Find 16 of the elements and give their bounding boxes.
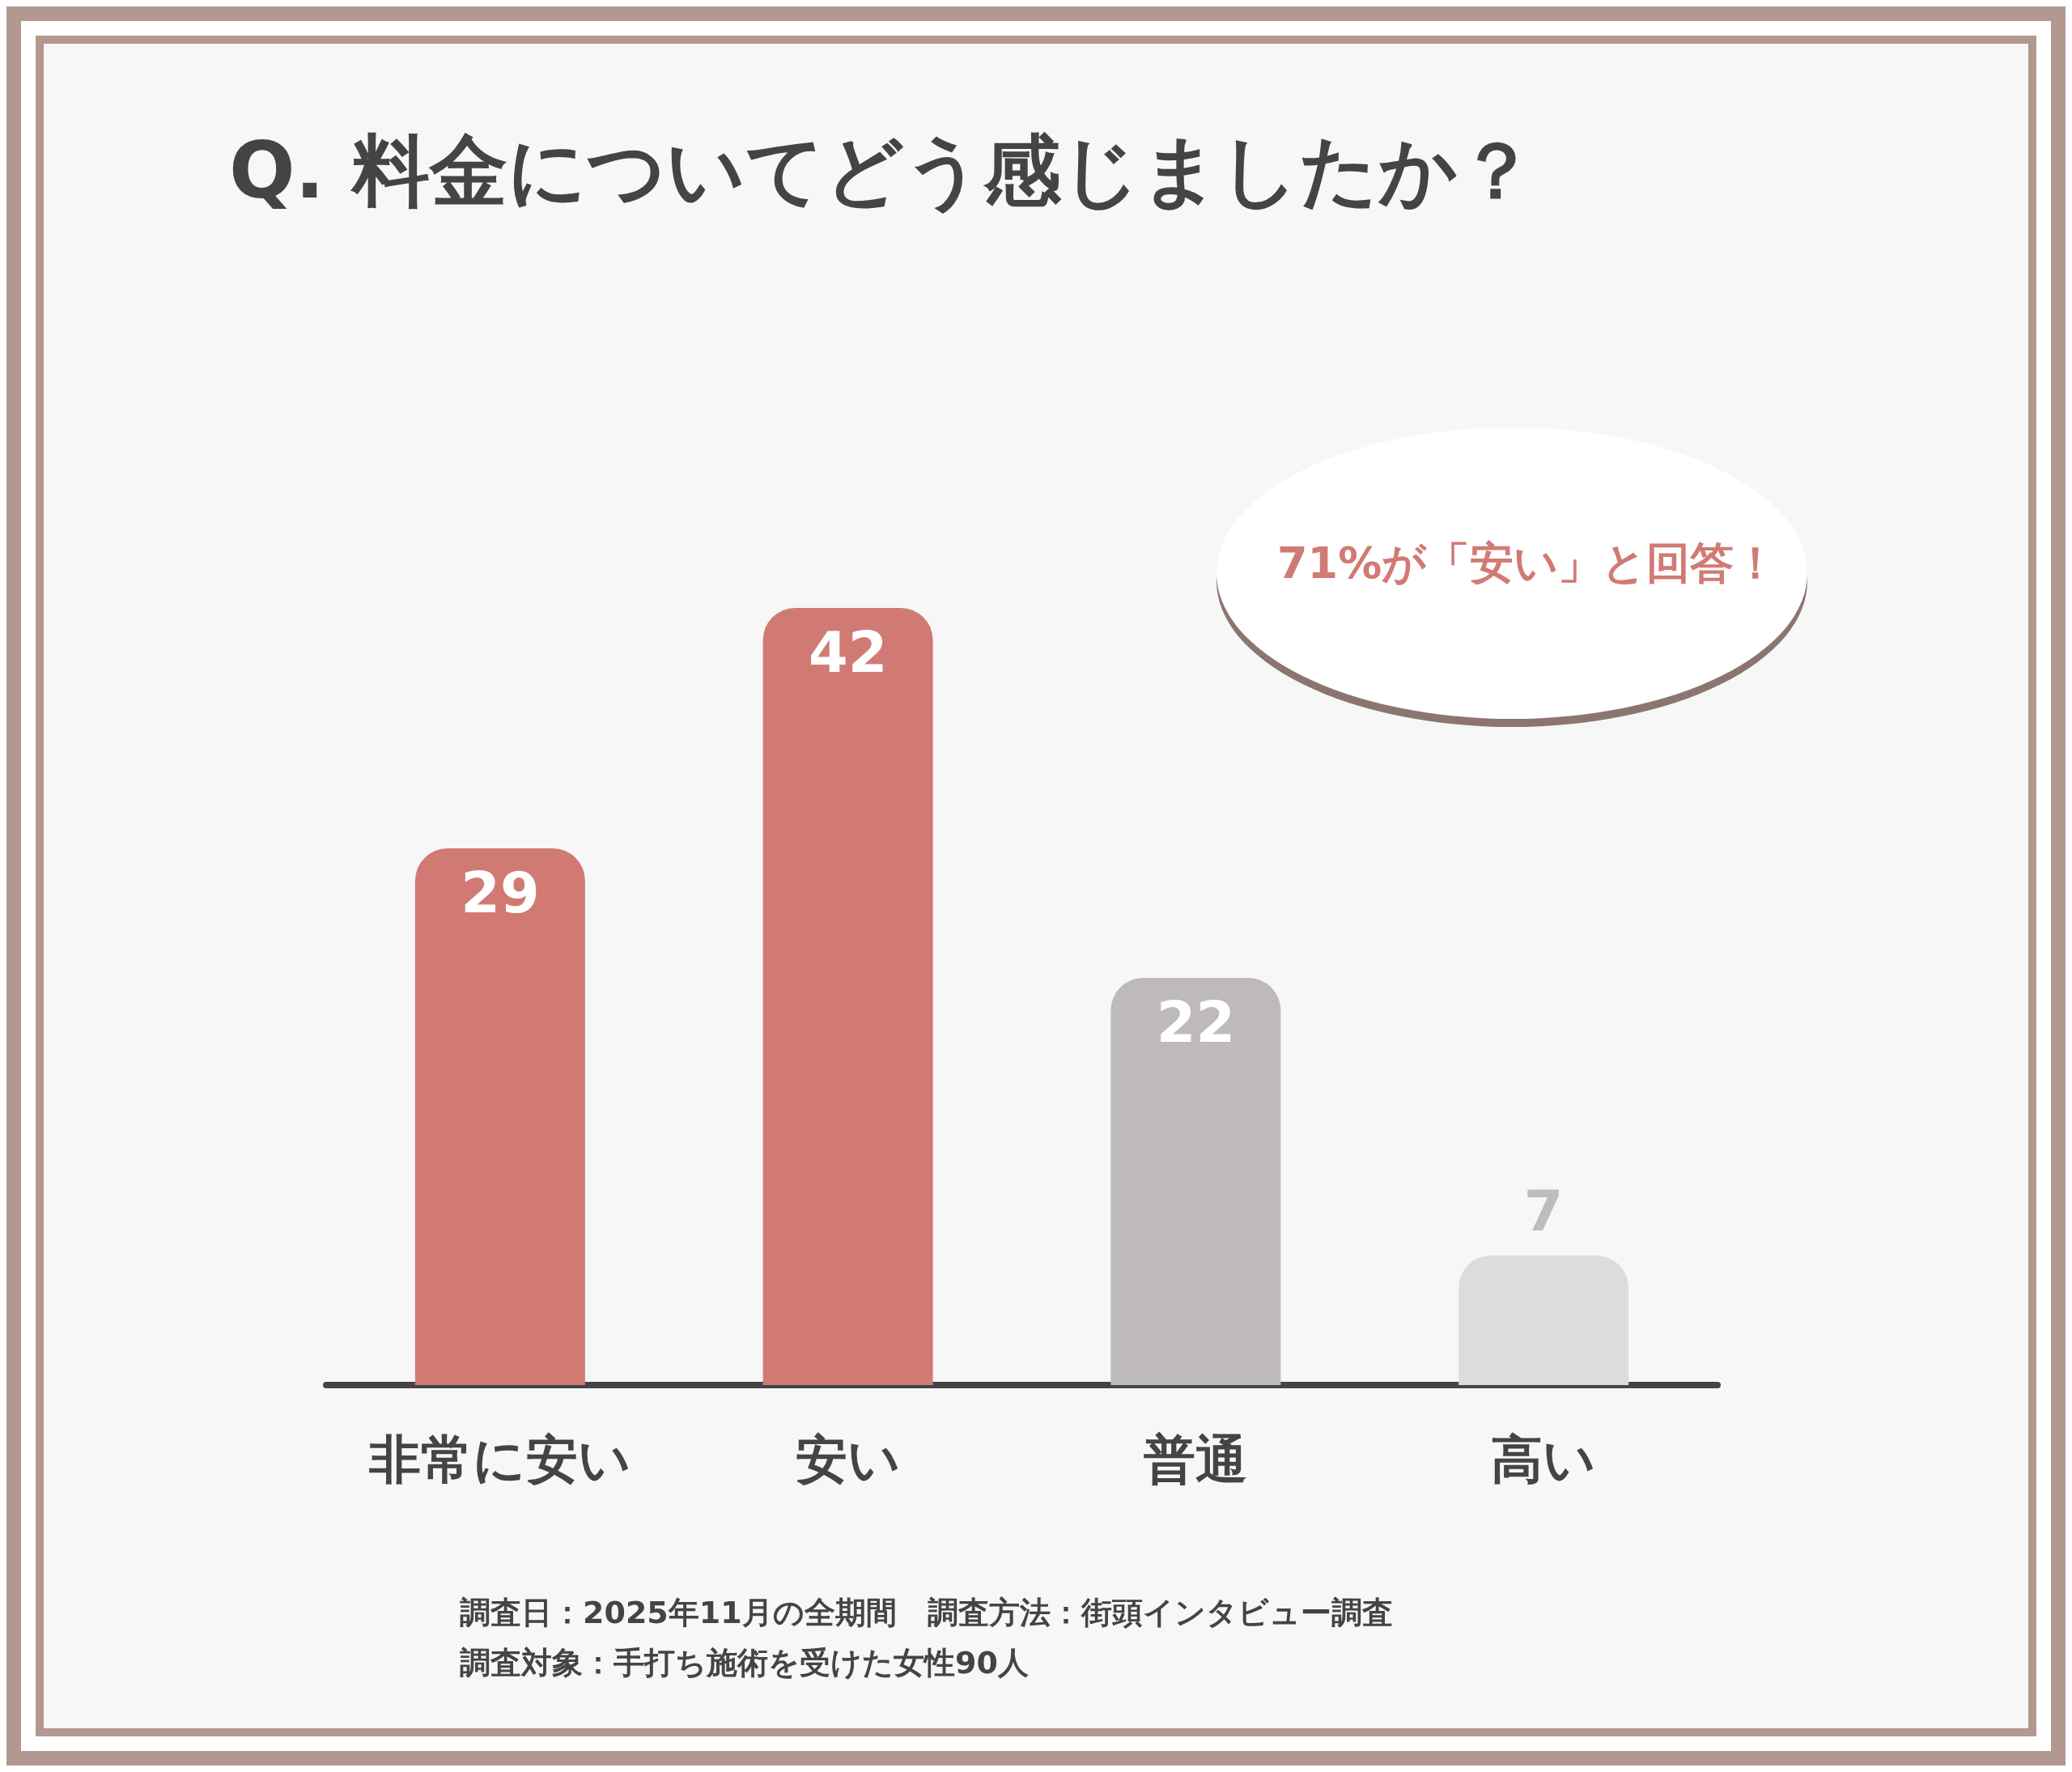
data-label: 42 bbox=[808, 618, 888, 686]
x-tick-label: 安い bbox=[795, 1430, 901, 1489]
chart-title: Q. 料金についてどう感じましたか？ bbox=[229, 125, 1535, 216]
x-tick-label: 普通 bbox=[1144, 1430, 1248, 1489]
data-label: 22 bbox=[1156, 989, 1236, 1056]
data-label: 7 bbox=[1523, 1177, 1564, 1244]
bar bbox=[1458, 1255, 1629, 1385]
bar bbox=[1110, 978, 1281, 1385]
x-tick-label: 非常に安い bbox=[367, 1430, 631, 1489]
text: 調査対象：手打ち施術を受けた女性90人 bbox=[460, 1645, 1029, 1681]
bar bbox=[414, 848, 585, 1385]
text: 調査日：2025年11月の全期間 調査方法：街頭インタビュー調査 bbox=[460, 1595, 1393, 1630]
x-tick-label: 高い bbox=[1491, 1430, 1597, 1489]
data-label: 29 bbox=[461, 860, 540, 927]
text: 71%が「安い」と回答！ bbox=[1277, 537, 1778, 589]
bar bbox=[762, 607, 933, 1385]
